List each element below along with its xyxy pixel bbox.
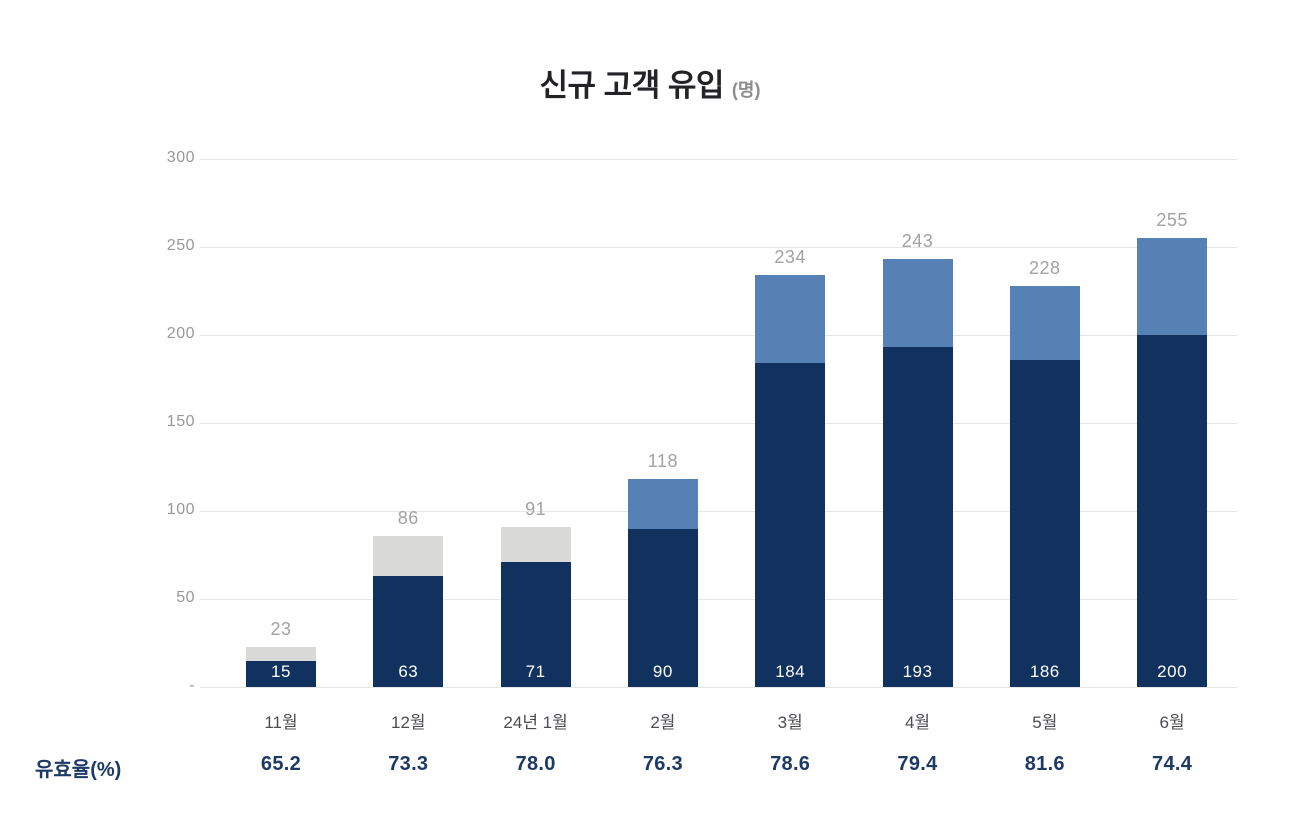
y-gridline [200, 599, 1237, 600]
bar-segment-base [755, 363, 826, 687]
effective-rate-row-label: 유효율(%) [35, 759, 122, 781]
bar-segment-top [373, 535, 444, 577]
bar-segment-top [627, 479, 698, 529]
x-axis-month-label: 4월 [904, 713, 931, 732]
bar-total-label: 86 [397, 507, 419, 528]
bar-inside-label: 193 [902, 662, 933, 681]
bar-total-label: 23 [270, 618, 292, 639]
chart-title-unit: (명) [731, 80, 761, 100]
bar-segment-base [246, 660, 316, 687]
bar-segment-base [1137, 335, 1208, 687]
bar-inside-label: 200 [1157, 662, 1188, 681]
effective-rate-value: 78.0 [515, 753, 556, 775]
y-gridline [200, 687, 1237, 688]
effective-rate-value: 81.6 [1024, 753, 1065, 775]
bar-segment-top [500, 526, 571, 563]
bar-segment-top [1009, 285, 1080, 360]
bar-total-label: 234 [774, 247, 806, 268]
y-gridline [200, 247, 1237, 248]
x-axis-month-label: 24년 1월 [503, 713, 568, 732]
bar-inside-label: 90 [652, 662, 673, 681]
bar-segment-base [1009, 359, 1080, 687]
y-axis-tick-label: 250 [166, 237, 195, 254]
y-axis-tick-label: 50 [176, 589, 195, 606]
x-axis-month-label: 5월 [1032, 713, 1058, 732]
bar-segment-top [755, 275, 826, 364]
bar-inside-label: 184 [775, 662, 806, 681]
bar-segment-base [882, 347, 953, 687]
y-gridline [200, 335, 1237, 336]
bar-segment-base [373, 576, 444, 687]
bar-inside-label: 63 [398, 662, 419, 681]
bar-inside-label: 71 [525, 662, 546, 681]
y-axis-tick-label: 300 [166, 149, 195, 166]
y-gridline [200, 423, 1237, 424]
bar-inside-label: 186 [1029, 662, 1060, 681]
bar-total-label: 118 [647, 451, 678, 472]
effective-rate-value: 78.6 [770, 753, 811, 775]
effective-rate-value: 79.4 [897, 753, 938, 775]
y-gridline [200, 159, 1237, 160]
bar-segment-top [246, 646, 316, 661]
y-axis-tick-label: 100 [166, 501, 195, 518]
effective-rate-value: 65.2 [260, 753, 302, 775]
chart-title: 신규 고객 유입 [539, 68, 725, 103]
bar-segment-top [1137, 238, 1208, 335]
bar-total-label: 91 [525, 498, 547, 519]
effective-rate-value: 76.3 [642, 753, 683, 775]
bar-segment-top [882, 259, 953, 348]
bar-inside-label: 15 [271, 662, 291, 681]
x-axis-month-label: 2월 [650, 713, 676, 732]
y-axis-tick-label: - [189, 677, 195, 694]
bar-segment-base [627, 528, 698, 687]
x-axis-month-label: 3월 [777, 713, 803, 732]
effective-rate-value: 74.4 [1152, 753, 1193, 775]
y-axis-tick-label: 200 [166, 325, 195, 342]
bar-total-label: 243 [901, 231, 934, 252]
x-axis-month-label: 11월 [264, 713, 298, 732]
y-gridline [200, 511, 1237, 512]
x-axis-month-label: 12월 [391, 713, 426, 732]
effective-rate-value: 73.3 [388, 753, 429, 775]
y-axis-tick-label: 150 [166, 413, 195, 430]
bar-segment-base [500, 562, 571, 687]
bar-total-label: 255 [1156, 210, 1188, 231]
chart-title-row: 신규 고객 유입 (명) [0, 60, 1300, 105]
x-axis-month-label: 6월 [1159, 713, 1185, 732]
bar-total-label: 228 [1029, 257, 1061, 278]
